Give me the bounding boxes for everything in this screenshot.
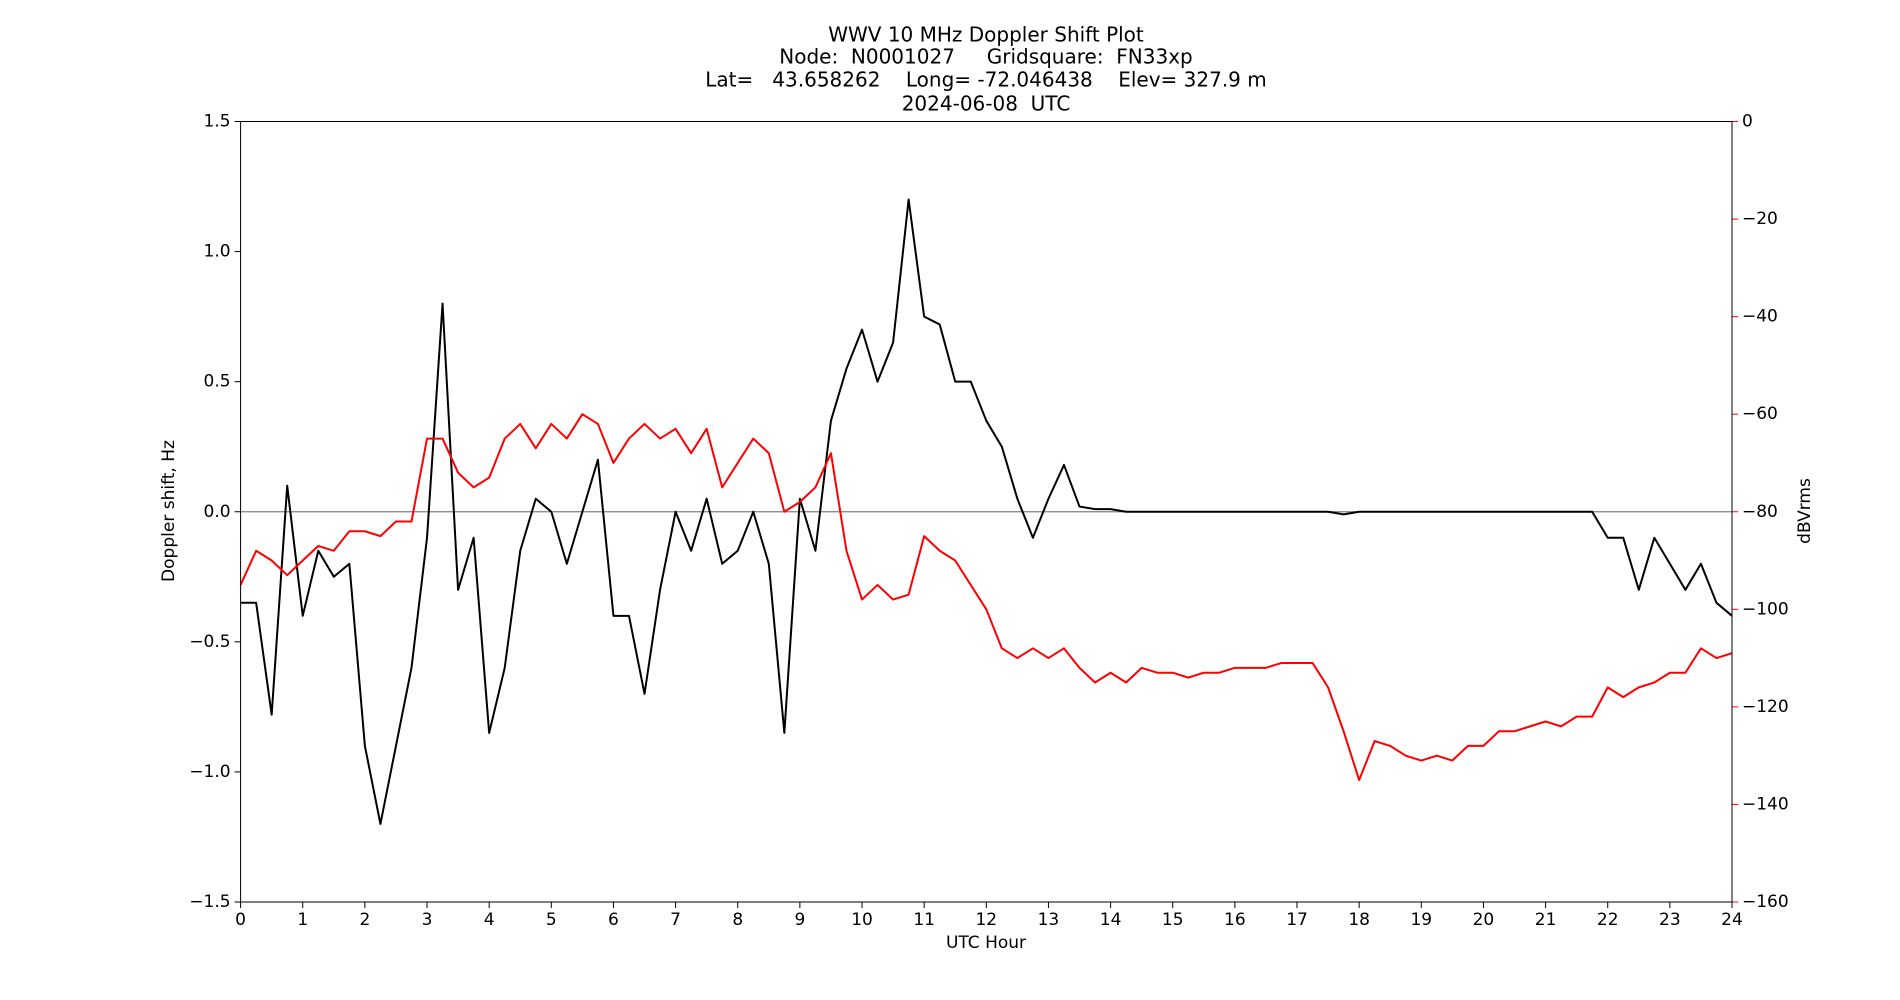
x-tick-label: 8 [732, 910, 743, 930]
x-tick-label: 9 [794, 910, 805, 930]
y2-tick-label: −40 [1742, 307, 1778, 327]
x-tick-label: 2 [359, 910, 370, 930]
y-tick-label: 0.5 [204, 372, 231, 392]
chart-subtitle: 2024-06-08 UTC [902, 92, 1071, 116]
x-tick-label: 22 [1597, 910, 1619, 930]
series-line [239, 413, 1733, 782]
y2-tick-label: −20 [1742, 209, 1778, 229]
series-line [240, 198, 1733, 825]
x-tick-label: 20 [1473, 910, 1495, 930]
y-tick-label: −1.5 [189, 892, 230, 912]
x-tick-label: 7 [670, 910, 681, 930]
y2-tick-label: −160 [1742, 892, 1789, 912]
x-tick-label: 3 [422, 910, 433, 930]
y2-tick-label: −140 [1742, 794, 1789, 814]
chart-title: WWV 10 MHz Doppler Shift Plot [828, 23, 1144, 47]
y-tick-label: −1.0 [189, 762, 230, 782]
x-tick-label: 4 [484, 910, 495, 930]
x-tick-label: 13 [1038, 910, 1060, 930]
y2-tick-label: −120 [1742, 697, 1789, 717]
chart-subtitle: Node: N0001027 Gridsquare: FN33xp [779, 45, 1192, 69]
x-tick-label: 15 [1162, 910, 1184, 930]
x-tick-label: 6 [608, 910, 619, 930]
x-tick-label: 1 [297, 910, 308, 930]
y-tick-label: 1.0 [204, 242, 231, 262]
x-tick-label: 12 [975, 910, 997, 930]
x-tick-label: 24 [1721, 910, 1743, 930]
y2-tick-label: −60 [1742, 404, 1778, 424]
x-tick-label: 10 [851, 910, 873, 930]
x-tick-label: 0 [235, 910, 246, 930]
x-tick-label: 17 [1286, 910, 1308, 930]
y2-tick-label: 0 [1742, 112, 1753, 132]
chart-subtitle: Lat= 43.658262 Long= -72.046438 Elev= 32… [705, 68, 1267, 92]
x-tick-label: 5 [546, 910, 557, 930]
x-tick-label: 16 [1224, 910, 1246, 930]
y-tick-label: −0.5 [189, 632, 230, 652]
x-axis-label: UTC Hour [946, 933, 1026, 953]
x-tick-label: 23 [1659, 910, 1681, 930]
y2-tick-label: −100 [1742, 599, 1789, 619]
y2-tick-label: −80 [1742, 502, 1778, 522]
y-tick-label: 0.0 [204, 502, 231, 522]
x-tick-label: 11 [913, 910, 935, 930]
y-axis-label: Doppler shift, Hz [159, 440, 179, 582]
x-tick-label: 19 [1410, 910, 1432, 930]
x-tick-label: 21 [1535, 910, 1557, 930]
y2-axis-label: dBVrms [1795, 478, 1815, 544]
x-tick-label: 14 [1100, 910, 1122, 930]
y-tick-label: 1.5 [204, 112, 231, 132]
plot-frame [240, 121, 1733, 903]
x-tick-label: 18 [1348, 910, 1370, 930]
